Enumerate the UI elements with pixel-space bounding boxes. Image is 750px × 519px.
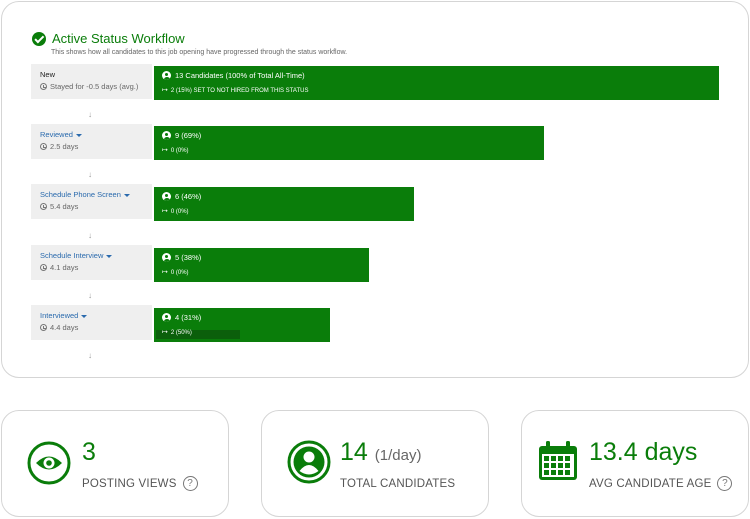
stage-exit[interactable]: 0 (0%) [170,147,189,154]
stat-card-total-candidates: 14 (1/day) TOTAL CANDIDATES [261,410,489,517]
down-arrow-icon: ↓ [88,231,92,240]
stage-count: 4 (31%) [175,313,202,322]
stage-exit[interactable]: 0 (0%) [170,269,189,276]
eye-icon [27,441,71,485]
person-icon [162,131,171,140]
stage-count: 13 Candidates (100% of Total All-Time) [175,71,305,80]
stage-reviewed[interactable]: Reviewed 2.5 days [31,124,152,159]
stage-time: 5.4 days [50,202,79,211]
workflow-header: Active Status Workflow This shows how al… [32,31,347,56]
stage-schedule-phone-screen[interactable]: Schedule Phone Screen 5.4 days [31,184,152,219]
stat-card-avg-candidate-age: 13.4 days AVG CANDIDATE AGE? [521,410,749,517]
stage-time: 4.4 days [50,323,79,332]
stage-time: 4.1 days [50,263,79,272]
exit-arrow-icon: ↦ [162,208,168,215]
down-arrow-icon: ↓ [88,291,92,300]
stage-interviewed[interactable]: Interviewed 4.4 days [31,305,152,340]
stat-value: 14 (1/day) [340,438,421,467]
down-arrow-icon: ↓ [88,110,92,119]
stage-count: 6 (46%) [175,192,202,201]
stat-value-number: 14 [340,438,368,466]
stage-new: New Stayed for -0.5 days (avg.) [31,64,152,99]
stage-name[interactable]: Interviewed [40,311,79,320]
workflow-subtitle: This shows how all candidates to this jo… [51,49,348,56]
stage-time: 2.5 days [50,142,79,151]
down-arrow-icon: ↓ [88,170,92,179]
exit-arrow-icon: ↦ [162,87,168,94]
calendar-icon [539,441,577,480]
workflow-title: Active Status Workflow [52,31,185,46]
stage-bar-schedule-phone-screen: 6 (46%) ↦ 0 (0%) [154,187,414,221]
help-icon[interactable]: ? [717,476,733,491]
person-icon [162,71,171,80]
stat-value: 3 [82,438,96,466]
exit-share-bar [156,330,240,339]
stage-count: 5 (38%) [175,253,202,262]
down-arrow-icon: ↓ [88,351,92,360]
stage-name[interactable]: Reviewed [40,130,73,139]
stat-label: AVG CANDIDATE AGE [589,477,712,490]
stat-card-posting-views: 3 POSTING VIEWS? [1,410,229,517]
exit-arrow-icon: ↦ [162,269,168,276]
stage-schedule-interview[interactable]: Schedule Interview 4.1 days [31,245,152,280]
stat-rate: (1/day) [374,447,422,464]
exit-arrow-icon: ↦ [162,329,168,336]
caret-down-icon[interactable] [123,193,130,197]
clock-icon [40,324,47,331]
check-circle-icon [32,31,46,46]
stage-exit[interactable]: 2 (15%) SET TO NOT HIRED FROM THIS STATU… [170,87,309,94]
clock-icon [40,83,47,90]
stage-bar-new: 13 Candidates (100% of Total All-Time) ↦… [154,66,719,100]
help-icon[interactable]: ? [182,476,198,491]
stat-label: TOTAL CANDIDATES [340,478,456,490]
clock-icon [40,203,47,210]
user-circle-icon [287,440,331,484]
caret-down-icon[interactable] [81,314,88,318]
stage-bar-reviewed: 9 (69%) ↦ 0 (0%) [154,126,544,160]
stage-exit[interactable]: 0 (0%) [170,208,189,215]
stage-name[interactable]: Schedule Interview [40,251,104,260]
stage-exit[interactable]: 2 (50%) [170,329,192,336]
clock-icon [40,264,47,271]
stat-label: POSTING VIEWS [82,477,177,490]
caret-down-icon[interactable] [106,254,113,258]
stat-value: 13.4 days [589,438,698,466]
person-icon [162,253,171,262]
person-icon [162,192,171,201]
stage-time: Stayed for -0.5 days (avg.) [50,82,139,91]
stage-bar-interviewed: 4 (31%) ↦ 2 (50%) [154,308,330,342]
exit-arrow-icon: ↦ [162,147,168,154]
clock-icon [40,143,47,150]
stage-count: 9 (69%) [175,131,202,140]
person-icon [162,313,171,322]
stage-name[interactable]: Schedule Phone Screen [40,190,121,199]
stage-name: New [40,70,56,79]
stage-bar-schedule-interview: 5 (38%) ↦ 0 (0%) [154,248,369,282]
caret-down-icon[interactable] [75,133,82,137]
